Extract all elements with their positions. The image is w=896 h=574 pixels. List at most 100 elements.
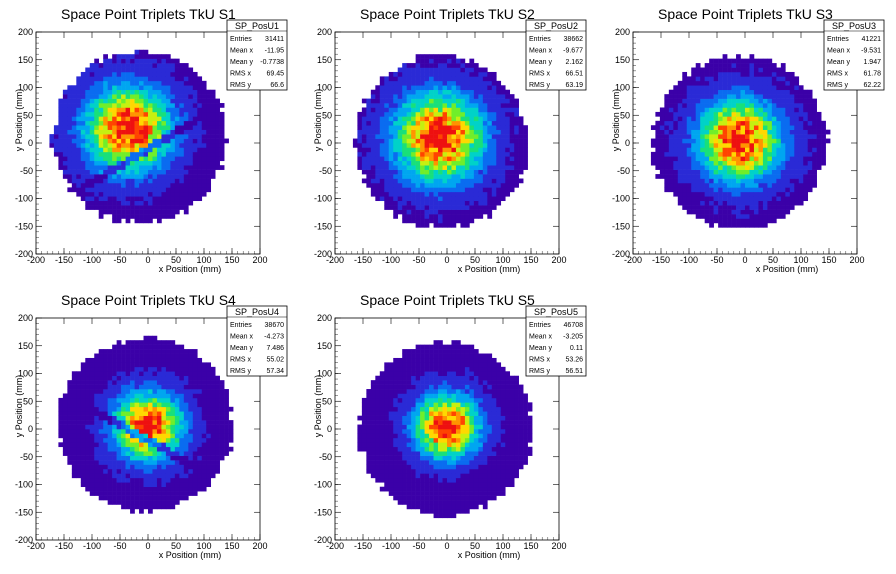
heatmap-cell bbox=[62, 393, 68, 399]
heatmap-cell bbox=[429, 205, 434, 210]
heatmap-cell bbox=[682, 116, 688, 122]
heatmap-cell bbox=[103, 495, 108, 501]
heatmap-cell bbox=[107, 446, 113, 452]
heatmap-cell bbox=[94, 429, 100, 434]
heatmap-cell bbox=[727, 214, 732, 219]
heatmap-cell bbox=[682, 143, 688, 148]
heatmap-cell bbox=[709, 222, 714, 228]
heatmap-cell bbox=[455, 89, 461, 95]
heatmap-cell bbox=[165, 76, 171, 82]
heatmap-cell bbox=[94, 433, 100, 439]
heatmap-cell bbox=[460, 98, 466, 104]
heatmap-cell bbox=[460, 125, 466, 130]
heatmap-cell bbox=[691, 147, 697, 153]
heatmap-cell bbox=[125, 80, 131, 86]
heatmap-cell bbox=[771, 67, 777, 73]
heatmap-cell bbox=[509, 129, 515, 135]
heatmap-cell bbox=[469, 156, 475, 162]
heatmap-cell bbox=[464, 71, 470, 77]
heatmap-cell bbox=[740, 196, 746, 202]
heatmap-cell bbox=[406, 111, 412, 117]
y-tick-label: 100 bbox=[615, 83, 630, 93]
heatmap-cell bbox=[67, 397, 73, 403]
heatmap-cell bbox=[447, 67, 452, 73]
heatmap-cell bbox=[713, 143, 719, 148]
heatmap-cell bbox=[709, 178, 714, 184]
heatmap-cell bbox=[794, 156, 800, 162]
heatmap-cell bbox=[361, 120, 367, 126]
heatmap-cell bbox=[686, 129, 692, 135]
heatmap-cell bbox=[188, 165, 194, 170]
heatmap-cell bbox=[722, 116, 728, 122]
heatmap-cell bbox=[776, 85, 782, 91]
heatmap-cell bbox=[224, 138, 229, 144]
heatmap-cell bbox=[709, 67, 714, 73]
heatmap-cell bbox=[509, 98, 515, 104]
heatmap-cell bbox=[156, 424, 162, 430]
heatmap-cell bbox=[76, 402, 82, 408]
heatmap-cell bbox=[771, 178, 777, 184]
heatmap-cell bbox=[143, 89, 149, 95]
heatmap-cell bbox=[125, 120, 131, 126]
heatmap-cell bbox=[718, 111, 723, 117]
heatmap-cell bbox=[94, 196, 100, 202]
heatmap-cell bbox=[179, 460, 185, 465]
heatmap-cell bbox=[789, 98, 795, 104]
heatmap-cell bbox=[727, 89, 732, 95]
heatmap-cell bbox=[771, 182, 777, 188]
heatmap-cell bbox=[107, 107, 113, 113]
heatmap-cell bbox=[143, 482, 149, 488]
heatmap-cell bbox=[780, 196, 786, 202]
heatmap-cell bbox=[215, 125, 220, 130]
heatmap-cell bbox=[718, 156, 723, 162]
heatmap-cell bbox=[134, 455, 140, 461]
heatmap-cell bbox=[473, 182, 479, 188]
heatmap-cell bbox=[152, 411, 158, 416]
heatmap-cell bbox=[156, 344, 162, 350]
heatmap-cell bbox=[94, 482, 100, 488]
heatmap-cell bbox=[134, 353, 140, 359]
heatmap-cell bbox=[491, 71, 497, 77]
heatmap-cell bbox=[682, 129, 688, 135]
heatmap-cell bbox=[161, 455, 167, 461]
heatmap-cell bbox=[125, 402, 131, 408]
heatmap-cell bbox=[71, 460, 77, 465]
heatmap-cell bbox=[179, 134, 185, 139]
heatmap-cell bbox=[424, 98, 430, 104]
heatmap-cell bbox=[134, 151, 140, 157]
heatmap-cell bbox=[112, 205, 117, 210]
heatmap-cell bbox=[482, 143, 488, 148]
heatmap-cell bbox=[201, 120, 207, 126]
heatmap-cell bbox=[156, 125, 162, 130]
heatmap-cell bbox=[496, 129, 502, 135]
heatmap-cell bbox=[727, 63, 732, 68]
heatmap-cell bbox=[139, 375, 144, 381]
heatmap-cell bbox=[366, 174, 372, 179]
heatmap-cell bbox=[420, 169, 425, 175]
heatmap-cell bbox=[139, 384, 144, 390]
heatmap-cell bbox=[89, 103, 95, 108]
stats-box-frame bbox=[823, 19, 885, 91]
heatmap-cell bbox=[722, 214, 728, 219]
heatmap-cell bbox=[442, 196, 448, 202]
heatmap-cell bbox=[80, 384, 86, 390]
heatmap-cell bbox=[393, 143, 399, 148]
heatmap-cell bbox=[98, 460, 104, 465]
heatmap-cell bbox=[103, 160, 108, 166]
y-axis-label: y Position (mm) bbox=[14, 89, 24, 152]
heatmap-cell bbox=[429, 58, 434, 64]
heatmap-cell bbox=[713, 151, 719, 157]
heatmap-cell bbox=[704, 200, 710, 206]
heatmap-cell bbox=[518, 116, 524, 122]
heatmap-cell bbox=[771, 209, 777, 215]
heatmap-cell bbox=[143, 209, 149, 215]
heatmap-cell bbox=[393, 209, 399, 215]
heatmap-cell bbox=[803, 165, 809, 170]
heatmap-cell bbox=[156, 393, 162, 399]
heatmap-cell bbox=[357, 134, 363, 139]
heatmap-cell bbox=[509, 107, 515, 113]
heatmap-cell bbox=[464, 205, 470, 210]
heatmap-cell bbox=[71, 371, 77, 377]
heatmap-cell bbox=[424, 174, 430, 179]
heatmap-cell bbox=[762, 111, 768, 117]
